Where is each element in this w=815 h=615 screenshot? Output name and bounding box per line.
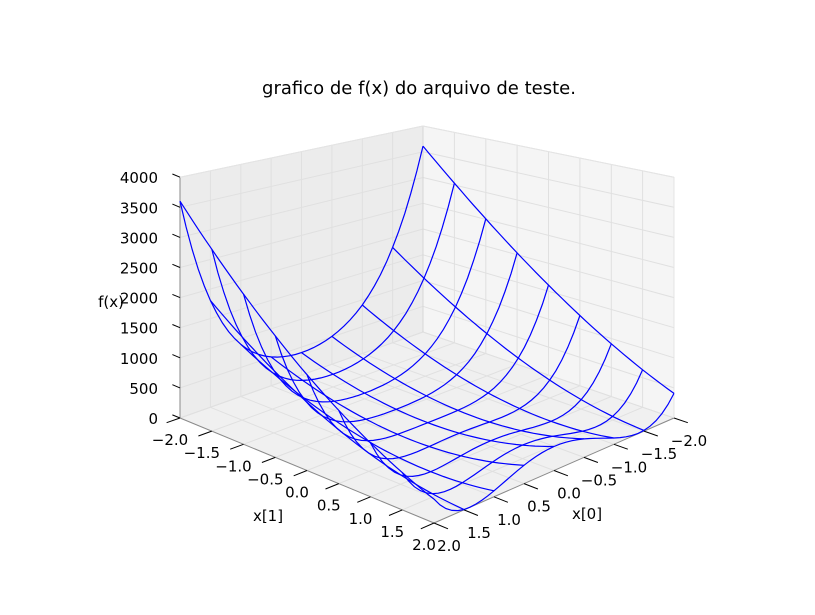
x-tick-mark	[553, 470, 569, 477]
x-tick-mark	[643, 430, 658, 437]
z-tick-label: 1500	[120, 320, 158, 338]
x-tick-mark	[583, 456, 599, 463]
x-tick-mark	[463, 509, 479, 516]
z-tick-mark	[172, 263, 181, 268]
y-tick-mark	[388, 509, 403, 516]
z-tick-mark	[172, 233, 181, 238]
axes-panes	[180, 126, 674, 523]
z-tick-label: 3000	[120, 229, 158, 247]
grid-line	[422, 331, 675, 419]
z-tick-mark	[172, 354, 181, 359]
y-tick-mark	[198, 430, 212, 437]
y-tick-mark	[166, 417, 181, 424]
y-tick-label: −2.0	[152, 431, 188, 449]
surface-wire	[306, 284, 550, 442]
x-tick-mark	[523, 483, 539, 490]
grid-line	[422, 177, 675, 238]
y-tick-mark	[230, 443, 244, 450]
grid-line	[179, 202, 424, 268]
y-axis-label: x[1]	[253, 507, 283, 525]
z-tick-mark	[172, 173, 181, 178]
y-tick-label: 1.0	[349, 510, 373, 528]
z-tick-mark	[172, 414, 181, 419]
grid-line	[422, 151, 675, 208]
grid-line	[338, 385, 581, 485]
x-tick-mark	[493, 496, 509, 503]
x-axis-label: x[0]	[572, 505, 602, 523]
z-tick-label: 2000	[120, 290, 158, 308]
surface-wire	[401, 369, 644, 495]
grid-line	[422, 202, 675, 268]
z-tick-label: 4000	[120, 169, 158, 187]
grid-line	[422, 254, 675, 329]
z-tick-mark	[172, 324, 181, 329]
pane-edge	[179, 125, 424, 178]
y-tick-mark	[357, 496, 371, 503]
grid-line	[422, 280, 675, 359]
x-tick-label: 0.0	[557, 485, 581, 503]
y-tick-mark	[420, 522, 435, 530]
chart-title: grafico de f(x) do arquivo de teste.	[262, 78, 576, 99]
x-tick-mark	[433, 522, 449, 530]
x-tick-label: −1.0	[611, 458, 647, 476]
grid-line	[179, 331, 424, 419]
y-tick-label: 2.0	[412, 536, 436, 554]
z-tick-label: 1000	[120, 350, 158, 368]
x-tick-label: −0.5	[581, 471, 617, 489]
z-tick-label: 0	[148, 410, 158, 428]
y-tick-mark	[261, 456, 276, 463]
surface-wire	[211, 183, 455, 382]
surface-wire	[242, 218, 487, 403]
y-tick-label: −1.0	[215, 457, 251, 475]
surface-wireframe	[179, 145, 675, 512]
pane-edge	[422, 125, 675, 178]
grid-line	[179, 254, 424, 329]
y-tick-label: 0.5	[317, 497, 341, 515]
x-tick-label: 2.0	[437, 537, 461, 555]
z-axis-label: f(x)	[98, 293, 124, 311]
grid-line	[179, 280, 424, 359]
z-tick-mark	[172, 293, 181, 299]
surface-wire	[369, 343, 612, 478]
y-tick-label: −0.5	[247, 470, 283, 488]
y-tick-label: 1.5	[380, 523, 404, 541]
z-tick-label: 500	[129, 380, 158, 398]
axes-ticks: −2.0−1.5−1.0−0.50.00.51.01.52.0−2.0−1.5−…	[120, 169, 707, 555]
x-tick-mark	[673, 417, 688, 424]
y-tick-label: −1.5	[184, 444, 220, 462]
grid-line	[422, 228, 675, 299]
grid-line	[179, 177, 424, 238]
surface-wire	[179, 145, 424, 358]
grid-line	[422, 305, 675, 389]
grid-line	[240, 396, 495, 498]
grid-line	[179, 305, 424, 389]
x-tick-label: 1.5	[467, 524, 491, 542]
surface-wire	[433, 393, 675, 512]
z-tick-label: 3500	[120, 199, 158, 217]
x-tick-label: 1.0	[497, 511, 521, 529]
y-tick-mark	[293, 470, 308, 477]
y-tick-mark	[325, 483, 339, 490]
y-tick-label: 0.0	[285, 484, 309, 502]
z-tick-label: 2500	[120, 260, 158, 278]
grid-line	[179, 151, 424, 208]
surface-wire	[274, 252, 518, 423]
grid-line	[210, 406, 465, 511]
x-tick-label: 0.5	[527, 498, 551, 516]
x-tick-mark	[613, 443, 628, 450]
x-tick-label: −1.5	[641, 445, 677, 463]
z-tick-mark	[172, 384, 181, 389]
z-tick-mark	[172, 203, 181, 208]
x-tick-label: −2.0	[671, 432, 707, 450]
grid-line	[179, 228, 424, 299]
